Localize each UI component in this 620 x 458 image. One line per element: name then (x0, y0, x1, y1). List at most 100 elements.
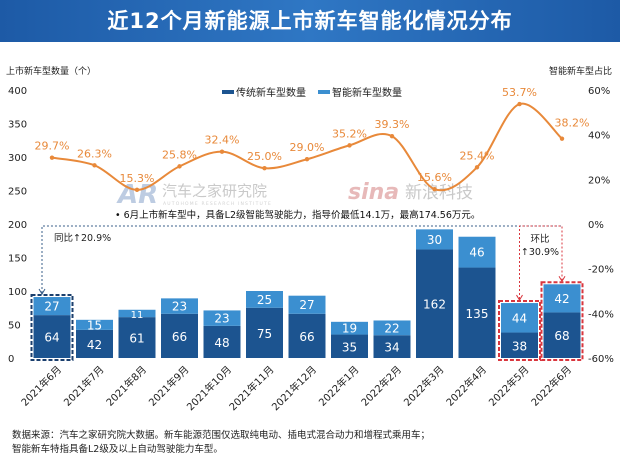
bar-traditional (543, 312, 581, 358)
legend-label-traditional: 传统新车型数量 (236, 86, 306, 99)
smart-ratio-label: 35.2% (332, 127, 367, 140)
bar-traditional (416, 249, 453, 358)
smart-ratio-label: 38.2% (555, 117, 590, 130)
left-axis-tick: 0 (8, 354, 14, 365)
sina-watermark: sina 新浪科技 (348, 180, 473, 205)
smart-ratio-point (559, 136, 565, 141)
bar-traditional (373, 335, 411, 358)
x-axis-tick: 2021年6月 (18, 363, 64, 409)
bar-label-traditional: 38 (512, 339, 527, 353)
bar-label-smart: 25 (257, 293, 272, 307)
bar-label-smart: 42 (554, 292, 569, 306)
bar-label-traditional: 75 (257, 327, 272, 341)
yoy-connector (41, 225, 562, 294)
smart-ratio-point (347, 143, 352, 148)
smart-ratio-point (389, 134, 395, 139)
right-axis-tick: -20% (588, 265, 614, 276)
stacked-bar-line-chart: 上市新车型数量（个） 智能新车型占比 传统新车型数量 智能新车型数量 AR 汽车… (6, 65, 614, 413)
x-axis-tick: 2022年4月 (443, 363, 489, 409)
bar-smart (501, 303, 538, 333)
left-axis-tick: 300 (8, 153, 27, 164)
bar-label-traditional: 48 (214, 336, 229, 350)
bar-traditional (501, 332, 538, 358)
bar-label-traditional: 135 (466, 307, 489, 321)
bar-smart (33, 297, 71, 316)
arrow-head-icon (558, 276, 566, 283)
bar-smart (416, 229, 453, 250)
smart-ratio-label: 15.6% (417, 171, 452, 184)
mom-annotation-line2: ↑30.9% (521, 247, 559, 258)
bar-smart (331, 321, 368, 335)
sina-logo: sina (348, 180, 399, 205)
smart-ratio-point (177, 164, 182, 169)
legend-swatch-smart (318, 90, 330, 94)
x-axis-tick: 2021年12月 (269, 363, 319, 413)
smart-ratio-label: 15.3% (120, 172, 155, 185)
autohome-watermark-sub: AUTOHOME RESEARCH INSTITUTE (163, 201, 272, 207)
footer-definition: 智能新车特指具备L2级及以上自动驾驶能力车型。 (12, 444, 223, 455)
note-text: • 6月上市新车型中，具备L2级智能驾驶能力，指导价最低14.1万，最高174.… (115, 209, 480, 221)
bar-label-traditional: 66 (172, 330, 187, 344)
legend-label-smart: 智能新车型数量 (332, 86, 402, 99)
bar-label-smart: 11 (131, 310, 144, 321)
x-axis-tick: 2022年1月 (316, 363, 362, 409)
autohome-watermark-text: 汽车之家研究院 (162, 182, 267, 200)
bar-traditional (76, 329, 113, 358)
bar-label-traditional: 34 (384, 341, 399, 355)
legend-swatch-traditional (222, 90, 234, 94)
smart-ratio-point (219, 149, 225, 154)
right-axis-tick: 0% (588, 220, 604, 231)
x-axis-tick: 2021年7月 (61, 363, 107, 409)
bar-smart (118, 309, 156, 318)
bar-label-smart: 22 (384, 321, 399, 335)
bar-smart (458, 236, 496, 268)
bar-label-traditional: 68 (554, 329, 569, 343)
bar-smart (76, 319, 113, 330)
bar-label-traditional: 42 (87, 338, 102, 352)
smart-ratio-label: 25.0% (247, 150, 282, 163)
x-axis-tick: 2022年3月 (401, 363, 447, 409)
mom-annotation-line1: 环比 (530, 233, 549, 245)
x-axis-tick: 2022年6月 (528, 363, 574, 409)
bar-label-smart: 15 (87, 318, 102, 332)
bar-label-traditional: 61 (129, 332, 144, 346)
bar-label-traditional: 162 (423, 298, 446, 312)
bar-traditional (33, 315, 71, 358)
right-axis-title: 智能新车型占比 (549, 65, 612, 77)
right-axis-tick: -60% (588, 354, 614, 365)
bar-label-traditional: 35 (342, 340, 357, 354)
smart-ratio-point (304, 157, 310, 162)
bar-smart (161, 298, 198, 314)
bar-label-smart: 23 (172, 300, 187, 314)
left-axis-tick: 50 (8, 321, 21, 332)
arrow-head-icon (516, 294, 523, 302)
smart-ratio-label: 32.4% (205, 134, 240, 147)
highlight-box-2021-06 (30, 294, 74, 361)
sina-watermark-text: 新浪科技 (405, 183, 473, 203)
bar-traditional (246, 307, 283, 358)
left-axis-tick: 350 (8, 120, 27, 131)
highlight-box-2022-05 (498, 300, 541, 361)
bar-label-smart: 46 (469, 246, 484, 260)
left-axis-tick: 200 (8, 220, 27, 231)
smart-ratio-label: 53.7% (502, 86, 537, 99)
bar-label-traditional: 64 (44, 331, 59, 345)
x-axis-tick: 2021年8月 (103, 363, 149, 409)
right-axis-tick: 20% (588, 175, 610, 186)
bar-label-smart: 23 (214, 312, 229, 326)
left-axis-tick: 150 (8, 254, 27, 265)
bar-smart (373, 320, 411, 336)
smart-ratio-point (92, 163, 97, 168)
x-axis-tick: 2021年9月 (146, 363, 192, 409)
chart-title: 近12个月新能源上市新车智能化情况分布 (0, 0, 620, 42)
bar-label-smart: 44 (512, 311, 527, 325)
smart-ratio-label: 29.0% (290, 141, 325, 154)
right-axis-tick: -40% (588, 309, 614, 320)
smart-ratio-label: 39.3% (375, 118, 410, 131)
note-content: 6月上市新车型中，具备L2级智能驾驶能力，指导价最低14.1万，最高174.56… (124, 209, 481, 221)
bar-traditional (203, 325, 241, 358)
highlight-box-2022-06 (540, 281, 584, 361)
smart-ratio-label: 29.7% (35, 140, 70, 153)
right-axis-tick: 40% (588, 131, 610, 142)
smart-ratio-point (432, 186, 437, 192)
